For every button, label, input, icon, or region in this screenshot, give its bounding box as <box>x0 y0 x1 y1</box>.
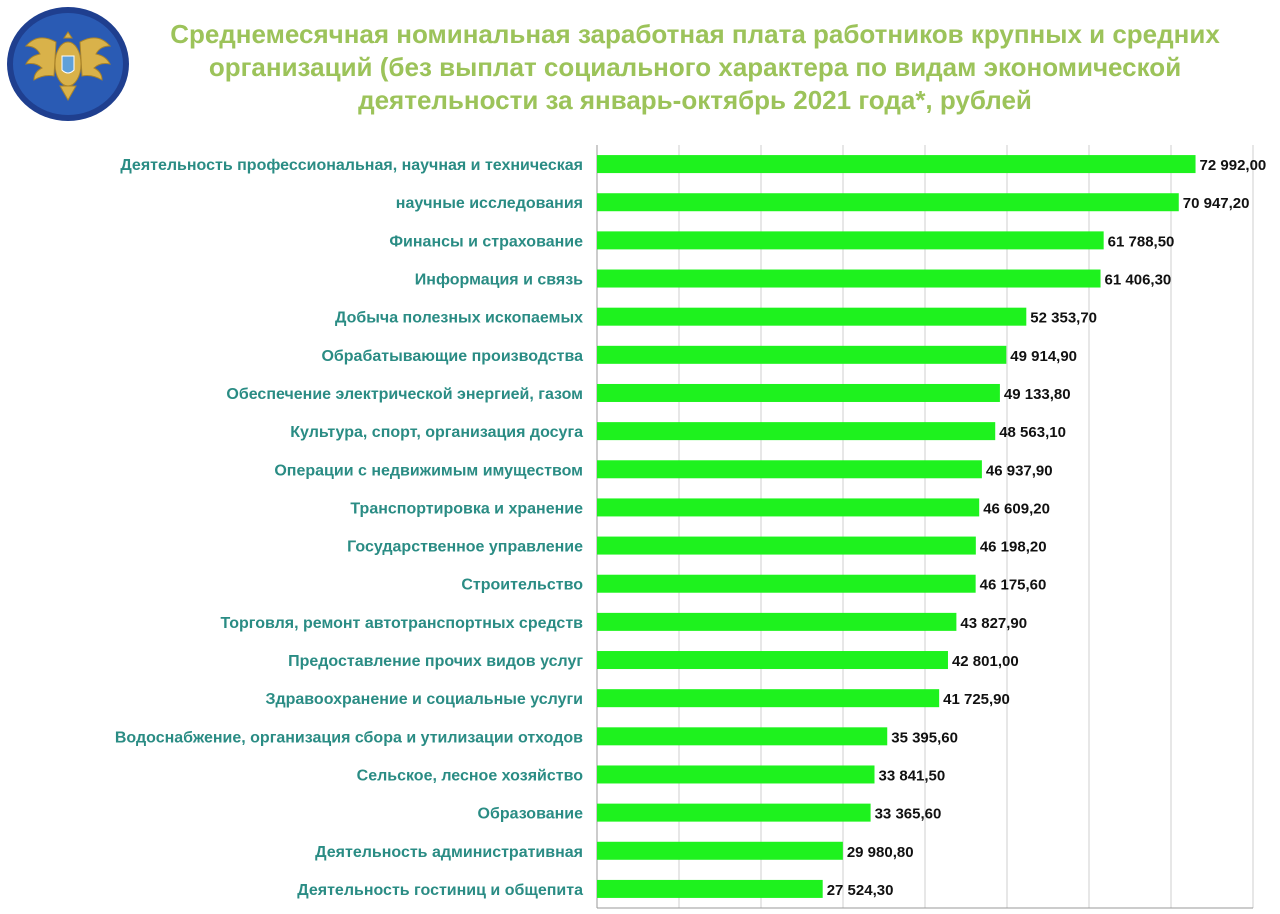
bar <box>597 307 1027 326</box>
chart-title: Среднемесячная номинальная заработная пл… <box>170 19 1220 115</box>
value-label: 33 841,50 <box>879 767 946 784</box>
gridlines <box>596 145 1254 909</box>
value-label: 49 914,90 <box>1010 348 1077 365</box>
bar <box>597 879 823 898</box>
value-label: 42 801,00 <box>952 653 1019 670</box>
emblem-logo <box>7 7 129 121</box>
value-label: 35 395,60 <box>891 729 958 746</box>
category-label: Транспортировка и хранение <box>350 500 583 517</box>
bar <box>597 155 1196 174</box>
value-label: 27 524,30 <box>827 882 894 899</box>
category-label: Сельское, лесное хозяйство <box>357 767 584 784</box>
category-label: Водоснабжение, организация сбора и утили… <box>115 729 583 746</box>
value-labels: 72 992,00 70 947,20 61 788,50 61 406,30 52 3… <box>827 157 1267 899</box>
bar <box>597 727 888 746</box>
category-label: Обрабатывающие производства <box>321 348 583 365</box>
bar <box>597 193 1179 212</box>
bar <box>597 574 976 593</box>
category-label: научные исследования <box>396 195 583 212</box>
bars <box>597 155 1196 898</box>
category-label: Добыча полезных ископаемых <box>335 310 583 327</box>
value-label: 43 827,90 <box>960 615 1027 632</box>
bar <box>597 612 957 631</box>
category-label: Образование <box>478 806 584 823</box>
value-label: 49 133,80 <box>1004 386 1071 403</box>
value-label: 46 609,20 <box>983 500 1050 517</box>
bar <box>597 689 940 708</box>
category-label: Деятельность гостиниц и общепита <box>297 882 583 899</box>
bar <box>597 460 982 479</box>
value-label: 29 980,80 <box>847 844 914 861</box>
category-label: Здравоохранение и социальные услуги <box>265 691 583 708</box>
bar <box>597 422 996 441</box>
category-label: Предоставление прочих видов услуг <box>288 653 583 670</box>
value-label: 46 937,90 <box>986 462 1053 479</box>
category-label: Операции с недвижимым имуществом <box>274 462 583 479</box>
bar <box>597 651 948 670</box>
category-label: Информация и связь <box>415 272 583 289</box>
category-label: Деятельность административная <box>315 844 583 861</box>
category-label: Строительство <box>461 577 583 594</box>
bar <box>597 383 1000 402</box>
category-labels: Деятельность профессиональная, научная и… <box>115 157 583 899</box>
value-label: 48 563,10 <box>999 424 1066 441</box>
bar <box>597 536 976 555</box>
value-label: 33 365,60 <box>875 806 942 823</box>
bar <box>597 345 1007 364</box>
category-label: Обеспечение электрической энергией, газо… <box>226 386 583 403</box>
category-label: Финансы и страхование <box>389 233 583 250</box>
bar <box>597 231 1104 250</box>
value-label: 61 788,50 <box>1108 233 1175 250</box>
category-label: Культура, спорт, организация досуга <box>290 424 583 441</box>
bar <box>597 841 843 860</box>
value-label: 72 992,00 <box>1200 157 1267 174</box>
bar <box>597 498 980 517</box>
category-label: Торговля, ремонт автотранспортных средст… <box>220 615 583 632</box>
bar <box>597 803 871 822</box>
category-label: Деятельность профессиональная, научная и… <box>120 157 583 174</box>
value-label: 41 725,90 <box>943 691 1010 708</box>
bar <box>597 269 1101 288</box>
category-label: Государственное управление <box>347 539 583 556</box>
value-label: 46 198,20 <box>980 539 1047 556</box>
value-label: 46 175,60 <box>980 577 1047 594</box>
value-label: 70 947,20 <box>1183 195 1250 212</box>
value-label: 61 406,30 <box>1105 272 1172 289</box>
value-label: 52 353,70 <box>1030 310 1097 327</box>
bar <box>597 765 875 784</box>
